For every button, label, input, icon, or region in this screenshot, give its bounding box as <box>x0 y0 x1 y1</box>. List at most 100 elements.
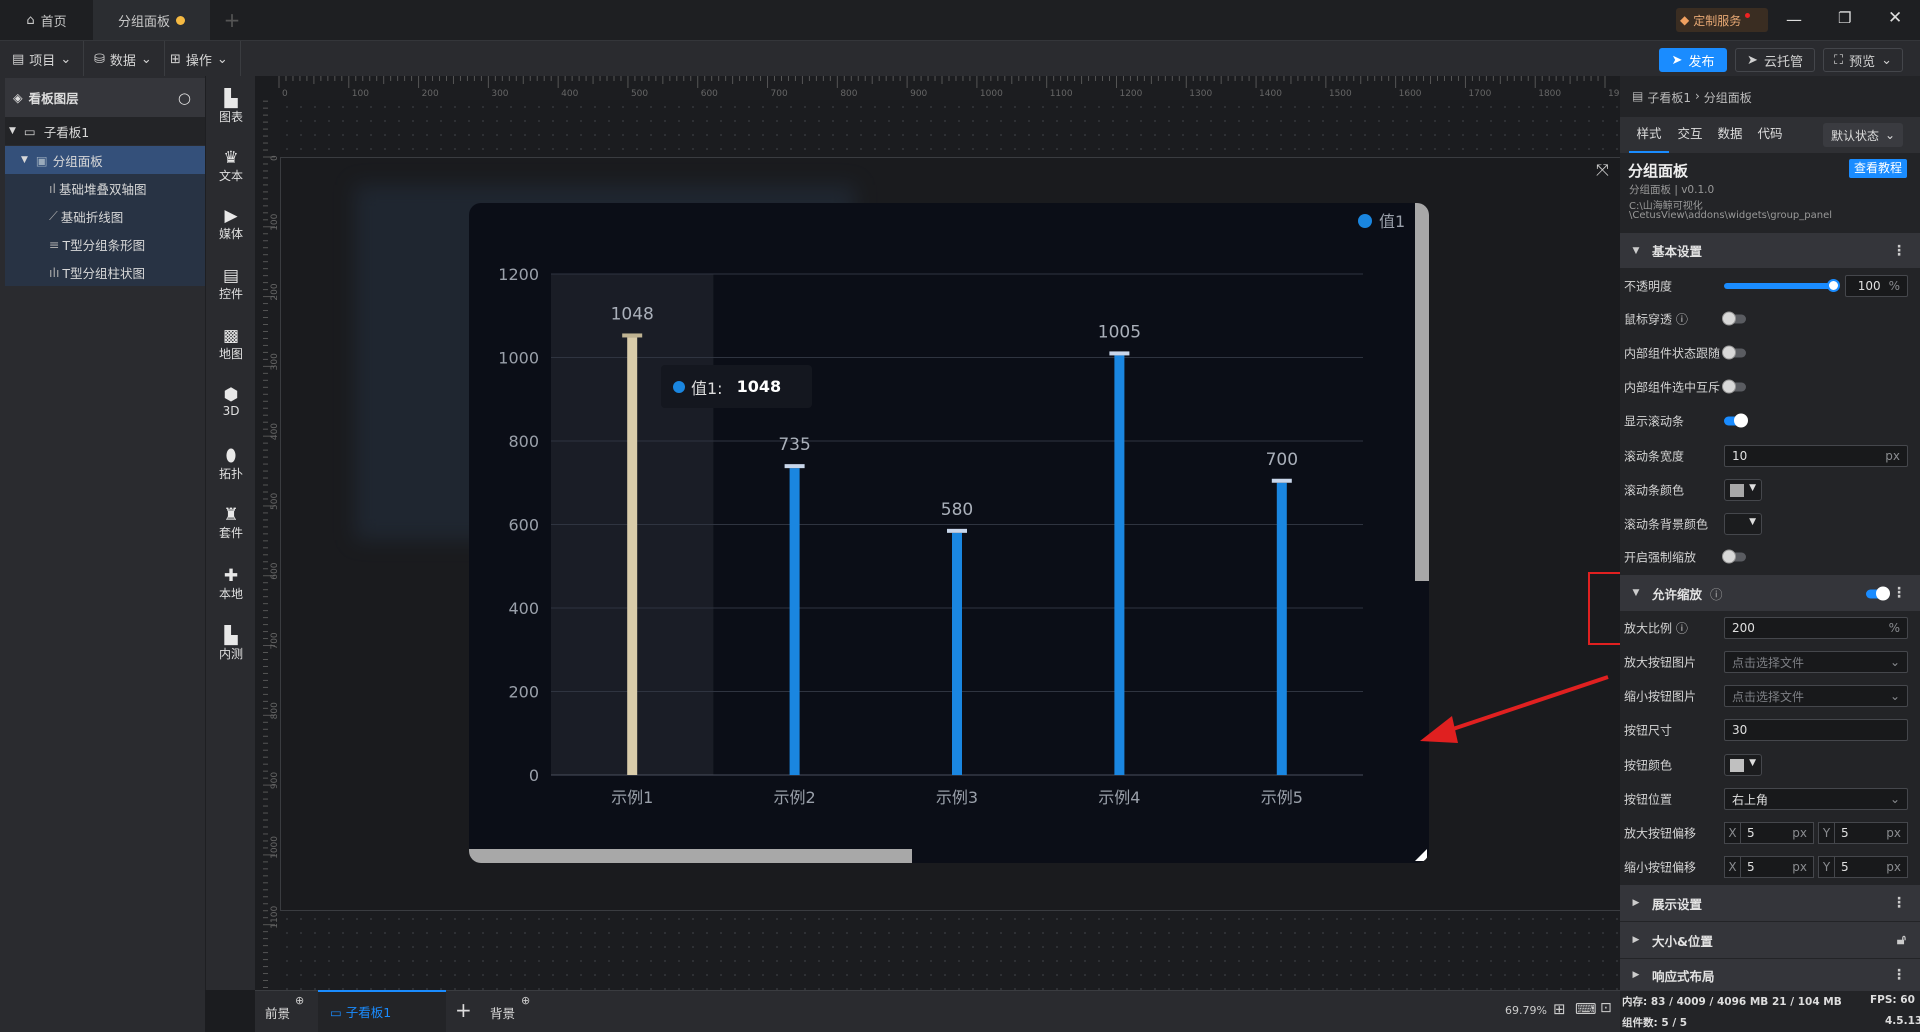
add-background-icon[interactable]: ⊕ <box>521 994 531 1007</box>
component-map[interactable]: ▩ 地图 <box>206 327 256 362</box>
hbar-chart-icon: ≡ <box>49 236 60 252</box>
vertical-scrollbar[interactable] <box>1415 203 1429 581</box>
scroll-color-picker[interactable]: ▼ <box>1724 479 1762 501</box>
y-tick-label: 1000 <box>498 349 539 368</box>
menu-data[interactable]: ⛁ 数据 ⌄ <box>82 41 165 77</box>
layer-item[interactable]: ≡ T型分组条形图 <box>49 236 146 253</box>
caret-down-icon[interactable]: ▼ <box>21 155 28 165</box>
search-icon[interactable]: ○ <box>177 88 191 107</box>
layer-item-board[interactable]: ▼ ▭ 子看板1 <box>5 117 205 145</box>
menu-operation[interactable]: ⊞ 操作 ⌄ <box>158 41 241 77</box>
x-tick-label: 示例1 <box>611 788 653 807</box>
state-select[interactable]: 默认状态 ⌄ <box>1823 123 1903 147</box>
tab-data[interactable]: 数据 <box>1717 126 1743 141</box>
zoomout-image-select[interactable]: 点击选择文件 ⌄ <box>1724 685 1908 707</box>
button-size-input[interactable]: 30 <box>1724 719 1908 741</box>
lock-icon[interactable]: 🔓︎ <box>1896 932 1906 948</box>
tab-code[interactable]: 代码 <box>1757 126 1783 141</box>
cube-icon: ⬢ <box>223 385 239 405</box>
horizontal-scrollbar[interactable] <box>469 849 912 863</box>
publish-button[interactable]: ➤ 发布 <box>1659 48 1727 72</box>
layer-item-group-panel[interactable]: ▼ ▣ 分组面板 <box>5 146 205 174</box>
opacity-input[interactable]: 100% <box>1845 275 1908 297</box>
more-icon[interactable]: ⋮ <box>1892 242 1906 259</box>
scroll-width-input[interactable]: 10 px <box>1724 445 1908 467</box>
component-count: 组件数: 5 / 5 <box>1622 1017 1688 1029</box>
tab-style[interactable]: 样式 <box>1629 117 1669 153</box>
component-3d[interactable]: ⬢ 3D <box>206 386 256 418</box>
ruler-label: 1700 <box>1468 89 1491 99</box>
rulers[interactable]: 0 100 200 300 400 500 600 700 800 900 1000 1100 1200… <box>255 76 1620 990</box>
preview-button[interactable]: ⛶ 预览 ⌄ <box>1823 48 1903 72</box>
component-chart[interactable]: ▙ 图表 <box>206 90 256 125</box>
slider-handle[interactable] <box>1827 279 1840 292</box>
section-basic-settings[interactable]: ▼ 基本设置 ⋮ <box>1620 233 1920 269</box>
fit-screen-icon[interactable]: ⊞ <box>1553 1000 1566 1018</box>
background-tab[interactable]: 背景 <box>490 1006 516 1021</box>
scroll-bg-color-picker[interactable]: ▼ <box>1724 513 1762 535</box>
zoomout-offset-y[interactable]: Y 5 px <box>1818 856 1908 878</box>
restore-icon[interactable]: ❐ <box>1838 9 1852 27</box>
board-tab[interactable]: ▭ 子看板1 <box>318 990 446 1032</box>
component-topology[interactable]: ⬮ 拓扑 <box>206 447 256 482</box>
layer-item[interactable]: ıl 基础堆叠双轴图 <box>49 180 147 197</box>
ruler-label: 1300 <box>1189 89 1212 99</box>
minimize-icon[interactable]: — <box>1786 10 1802 29</box>
tab-group-panel[interactable]: 分组面板 <box>93 0 210 40</box>
zoom-ratio-input[interactable]: 200% <box>1724 617 1908 639</box>
layer-item[interactable]: ⟋ 基础折线图 <box>49 208 124 225</box>
component-text[interactable]: ♛ 文本 <box>206 149 256 184</box>
more-icon[interactable]: ⋮ <box>1892 967 1906 983</box>
custom-service-button[interactable]: ◆ 定制服务 <box>1676 8 1768 32</box>
follow-state-toggle[interactable] <box>1722 345 1746 360</box>
compress-icon[interactable]: ⤧ <box>1596 160 1609 179</box>
tutorial-button[interactable]: 查看教程 <box>1849 159 1907 178</box>
foreground-tab[interactable]: 前景 <box>265 1006 291 1021</box>
button-position-select[interactable]: 右上角 ⌄ <box>1724 788 1908 810</box>
force-zoom-toggle[interactable] <box>1722 549 1746 564</box>
more-icon[interactable]: ⋮ <box>1892 895 1906 911</box>
component-widget[interactable]: ▤ 控件 <box>206 267 256 302</box>
menu-project[interactable]: ▤ 项目 ⌄ <box>0 41 85 77</box>
ruler-label: 100 <box>270 213 280 230</box>
zoomin-image-select[interactable]: 点击选择文件 ⌄ <box>1724 651 1908 673</box>
more-icon[interactable]: ⋮ <box>1892 585 1906 601</box>
zoomout-offset-x[interactable]: X 5 px <box>1724 856 1814 878</box>
puzzle-icon: ✚ <box>223 566 239 586</box>
section-responsive-layout[interactable]: ▶ 响应式布局 ⋮ <box>1620 959 1920 992</box>
bottom-bar: 前景 ⊕ ▭ 子看板1 + 背景 ⊕ 69.79% ⊞ ⌨ ⊡ <box>255 990 1620 1032</box>
ruler-label: 1400 <box>1259 89 1282 99</box>
group-panel[interactable]: 0 200 400 600 800 1000 1200 1048 示例1 735 示例2 580 示例3… <box>469 203 1429 863</box>
zoomin-offset-x[interactable]: X 5 px <box>1724 822 1814 844</box>
ruler-label: 1100 <box>1050 89 1073 99</box>
zoomin-offset-y[interactable]: Y 5 px <box>1818 822 1908 844</box>
cloud-hosting-button[interactable]: ➤ 云托管 <box>1735 48 1815 72</box>
zoom-ratio-label: 放大比例 ⓘ <box>1624 621 1688 636</box>
show-scroll-toggle[interactable] <box>1724 413 1748 428</box>
opacity-slider[interactable] <box>1724 279 1840 292</box>
section-display-settings[interactable]: ▶ 展示设置 ⋮ <box>1620 885 1920 922</box>
layer-item[interactable]: ılı T型分组柱状图 <box>49 264 146 281</box>
component-media[interactable]: ▶ 媒体 <box>206 207 256 242</box>
add-foreground-icon[interactable]: ⊕ <box>295 994 305 1007</box>
new-tab-button[interactable]: + <box>223 8 241 32</box>
add-board-button[interactable]: + <box>455 998 472 1022</box>
component-local[interactable]: ✚ 本地 <box>206 567 256 602</box>
chevron-down-icon: ⌄ <box>1889 655 1900 669</box>
allow-zoom-toggle[interactable] <box>1866 586 1890 601</box>
caret-down-icon[interactable]: ▼ <box>9 126 16 136</box>
button-color-picker[interactable]: ▼ <box>1724 754 1762 776</box>
map-icon: ▩ <box>222 326 240 346</box>
tab-home[interactable]: ⌂ 首页 <box>26 12 67 30</box>
tab-interaction[interactable]: 交互 <box>1677 126 1703 141</box>
chevron-down-icon: ⌄ <box>140 51 152 67</box>
component-kit[interactable]: ♜ 套件 <box>206 506 256 541</box>
mouse-through-toggle[interactable] <box>1722 311 1746 326</box>
force-zoom-label: 开启强制缩放 <box>1624 550 1697 565</box>
terminal-icon[interactable]: ⊡ <box>1600 1000 1612 1016</box>
component-beta[interactable]: ▙ 内测 <box>206 627 256 662</box>
close-icon[interactable]: ✕ <box>1888 8 1903 28</box>
section-size-position[interactable]: ▶ 大小&位置 🔓︎ <box>1620 922 1920 959</box>
mutex-toggle[interactable] <box>1722 379 1746 394</box>
keyboard-icon[interactable]: ⌨ <box>1575 1000 1597 1018</box>
